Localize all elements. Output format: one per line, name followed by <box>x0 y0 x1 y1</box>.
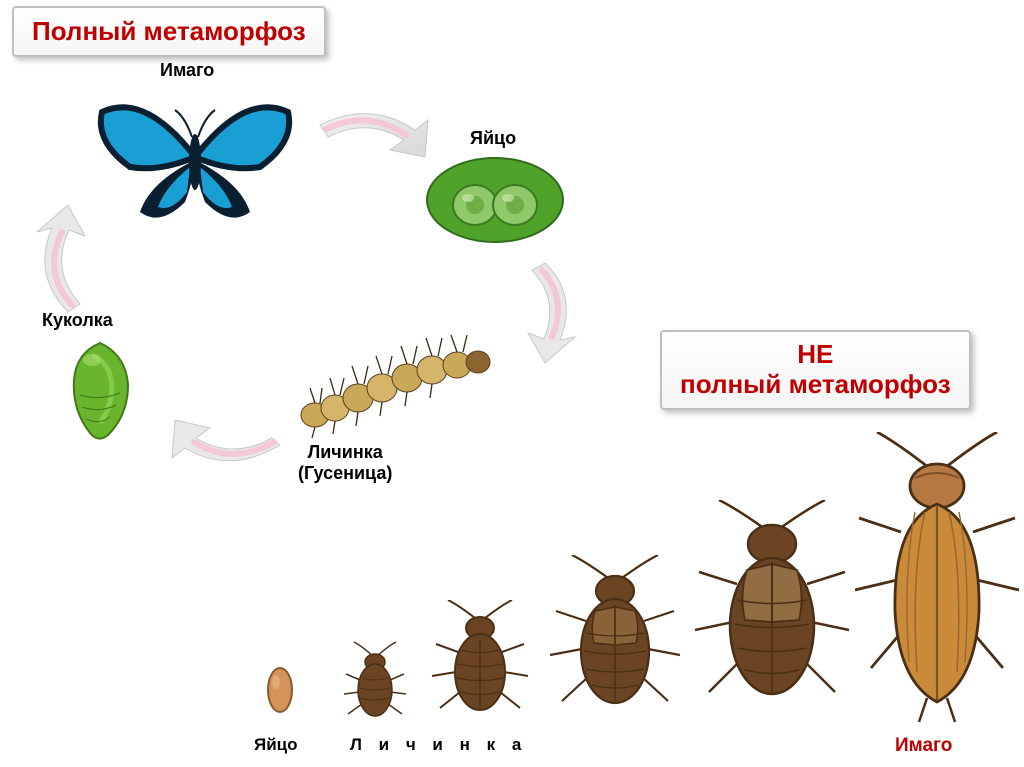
cockroach-imago <box>855 432 1020 737</box>
pupa-stage <box>50 335 150 450</box>
bottom-label-egg: Яйцо <box>254 735 298 755</box>
egg-stage <box>420 150 570 255</box>
butterfly-imago <box>90 82 300 237</box>
arrow-pupa-to-imago <box>20 200 120 325</box>
label-larva-line2: (Гусеница) <box>298 463 392 484</box>
title-incomplete-line1: НЕ <box>680 340 951 370</box>
label-egg: Яйцо <box>470 128 516 149</box>
caterpillar-larva <box>280 320 510 455</box>
title-incomplete-line2: полный метаморфоз <box>680 370 951 400</box>
nymph-3 <box>550 555 680 735</box>
incomplete-egg <box>260 660 300 725</box>
bottom-label-larva: Л и ч и н к а <box>350 735 527 755</box>
title-complete-metamorphosis: Полный метаморфоз <box>12 6 326 57</box>
bottom-label-imago: Имаго <box>895 735 952 757</box>
label-imago: Имаго <box>160 60 214 81</box>
title-incomplete-metamorphosis: НЕ полный метаморфоз <box>660 330 971 410</box>
nymph-2 <box>430 600 530 735</box>
arrow-larva-to-pupa <box>160 400 290 485</box>
nymph-1 <box>340 640 410 735</box>
nymph-4 <box>695 500 850 735</box>
